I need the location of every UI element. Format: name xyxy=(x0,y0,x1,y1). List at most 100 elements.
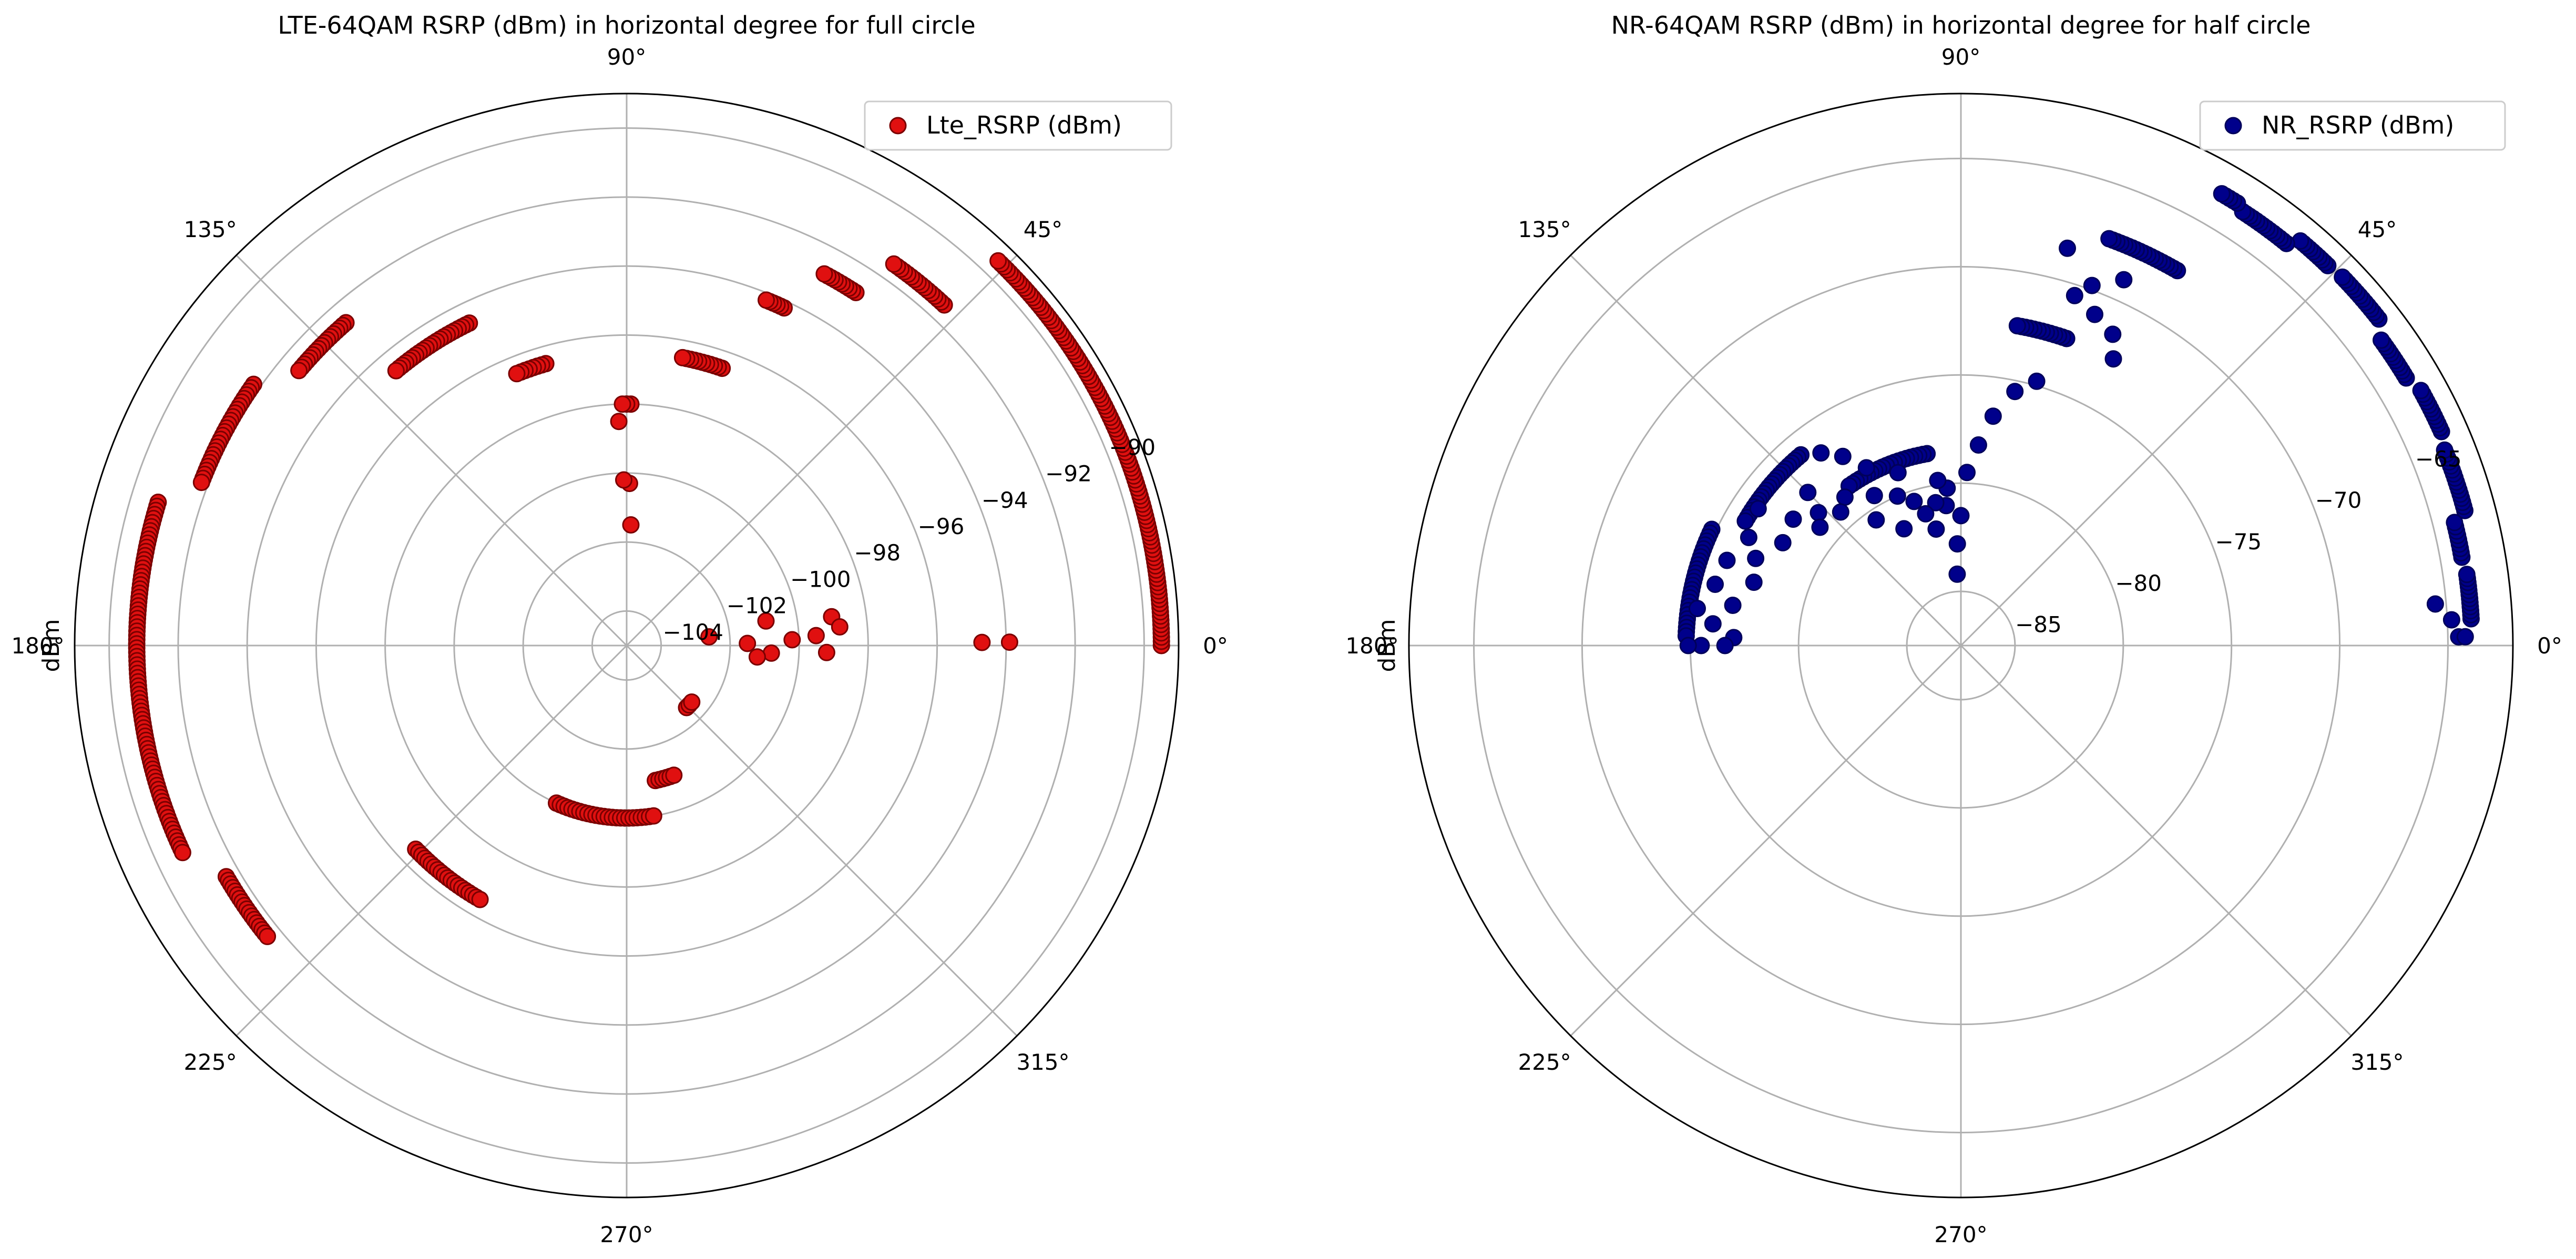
nr-polar-frame xyxy=(1408,93,2514,1199)
lte-radial-tick-0: −104 xyxy=(663,619,723,645)
lte-polar-frame xyxy=(74,93,1180,1199)
lte-data-point-128 xyxy=(815,265,833,283)
nr-data-point-210 xyxy=(2104,325,2122,343)
nr-data-point-103 xyxy=(2213,185,2231,203)
lte-data-point-390 xyxy=(831,618,849,636)
lte-spoke-135 xyxy=(236,254,628,647)
lte-data-point-380 xyxy=(683,693,701,711)
nr-chart-title: NR-64QAM RSRP (dBm) in horizontal degree… xyxy=(1611,11,2311,39)
lte-data-point-385 xyxy=(807,627,825,644)
lte-spoke-45 xyxy=(626,254,1018,647)
nr-spoke-315 xyxy=(1960,644,2352,1037)
lte-angle-tick-45: 45° xyxy=(1024,217,1062,242)
nr-data-point-20 xyxy=(2446,514,2463,531)
lte-ylabel: dBm xyxy=(38,619,65,672)
nr-data-point-255 xyxy=(1704,615,1722,633)
lte-data-point-381 xyxy=(1000,633,1018,651)
lte-data-point-371 xyxy=(645,807,662,825)
nr-grid-circle-0 xyxy=(1906,590,2016,701)
nr-data-point-247 xyxy=(1774,534,1792,551)
lte-radial-tick-2: −100 xyxy=(790,566,851,592)
lte-angle-tick-labels: 0° 45° 90° 135° 180° 225° 270° 315° xyxy=(11,44,1228,1247)
lte-data-point-391 xyxy=(757,612,775,630)
nr-data-point-232 xyxy=(1889,464,1907,482)
nr-radial-tick-4: −65 xyxy=(2415,446,2462,472)
lte-data-point-134 xyxy=(758,291,775,309)
nr-data-point-240 xyxy=(1836,488,1854,506)
lte-data-points xyxy=(128,252,1170,945)
nr-data-point-228 xyxy=(1927,494,1945,511)
nr-radial-tick-labels: −85 −80 −75 −70 −65 xyxy=(2015,446,2461,637)
lte-data-point-145 xyxy=(673,349,691,366)
lte-radial-tick-1: −102 xyxy=(727,593,787,619)
lte-angle-tick-0: 0° xyxy=(1203,633,1228,659)
nr-data-point-213 xyxy=(2083,277,2101,294)
lte-data-point-308 xyxy=(173,844,191,862)
nr-data-point-244 xyxy=(1811,518,1829,536)
lte-data-point-384 xyxy=(783,631,801,649)
nr-data-point-219 xyxy=(1984,407,2002,425)
nr-legend: NR_RSRP (dBm) xyxy=(2199,100,2506,151)
nr-data-point-258 xyxy=(1716,637,1734,654)
nr-data-point-217 xyxy=(2028,372,2046,390)
nr-data-point-36 xyxy=(2436,441,2454,459)
lte-data-point-326 xyxy=(259,927,277,945)
lte-radial-tick-5: −94 xyxy=(982,487,1028,513)
nr-data-point-220 xyxy=(1969,436,1987,454)
nr-legend-label: NR_RSRP (dBm) xyxy=(2262,111,2454,139)
nr-data-point-207 xyxy=(2442,611,2460,629)
nr-angle-tick-0: 0° xyxy=(2537,633,2562,659)
nr-data-point-250 xyxy=(1718,551,1736,569)
nr-grid-circle-3 xyxy=(1581,265,2341,1026)
nr-data-point-222 xyxy=(1952,507,1970,525)
lte-data-point-387 xyxy=(762,644,780,662)
lte-data-point-118 xyxy=(885,255,903,273)
lte-data-point-394 xyxy=(615,471,632,489)
nr-data-point-230 xyxy=(1917,505,1935,523)
lte-data-point-388 xyxy=(748,648,766,666)
nr-angle-tick-270: 270° xyxy=(1934,1222,1987,1247)
nr-data-point-122 xyxy=(2100,230,2118,248)
lte-radial-tick-labels: −104−102−100−98 −96 −94 −92 −90 xyxy=(663,434,1156,645)
lte-radial-tick-7: −90 xyxy=(1109,434,1156,460)
nr-radial-tick-1: −80 xyxy=(2115,570,2162,596)
lte-radial-tick-4: −96 xyxy=(918,514,965,539)
lte-legend-marker xyxy=(889,117,907,135)
nr-angle-tick-labels: 0° 45° 90° 135° 180° 225° 270° 315° xyxy=(1345,44,2562,1247)
nr-angle-tick-225: 225° xyxy=(1518,1049,1571,1075)
nr-data-point-227 xyxy=(1929,472,1947,489)
lte-grid-circle-7 xyxy=(108,127,1145,1164)
lte-data-point-392 xyxy=(700,628,718,646)
nr-data-point-223 xyxy=(1948,535,1966,553)
nr-data-point-48 xyxy=(2412,382,2430,400)
nr-data-point-235 xyxy=(1857,459,1875,477)
lte-data-point-178 xyxy=(387,362,405,380)
nr-angle-tick-90: 90° xyxy=(1941,44,1980,70)
nr-data-point-221 xyxy=(1958,464,1976,482)
nr-legend-marker xyxy=(2224,117,2242,135)
nr-data-point-218 xyxy=(2006,383,2024,401)
lte-data-point-386 xyxy=(817,643,835,661)
lte-chart-title: LTE-64QAM RSRP (dBm) in horizontal degre… xyxy=(278,11,975,39)
nr-data-point-11 xyxy=(2458,566,2476,584)
nr-polar-chart: NR-64QAM RSRP (dBm) in horizontal degree… xyxy=(1345,11,2562,1247)
lte-data-point-195 xyxy=(290,362,308,380)
lte-data-point-148 xyxy=(614,395,631,413)
nr-data-point-229 xyxy=(1927,520,1945,538)
nr-data-point-60 xyxy=(2373,331,2390,349)
nr-grid-circle-4 xyxy=(1473,158,2449,1133)
lte-data-point-383 xyxy=(739,634,757,652)
nr-spoke-135 xyxy=(1570,254,1962,647)
nr-data-point-224 xyxy=(1948,565,1966,583)
nr-data-point-251 xyxy=(1745,574,1763,591)
lte-data-point-102 xyxy=(989,252,1007,270)
nr-angle-tick-45: 45° xyxy=(2358,217,2397,242)
lte-radial-tick-6: −92 xyxy=(1045,461,1092,487)
nr-data-point-245 xyxy=(1784,510,1802,528)
lte-grid-circle-0 xyxy=(591,610,662,681)
nr-data-point-248 xyxy=(1740,528,1757,546)
nr-data-point-259 xyxy=(1679,637,1697,654)
nr-data-point-234 xyxy=(1895,520,1913,538)
